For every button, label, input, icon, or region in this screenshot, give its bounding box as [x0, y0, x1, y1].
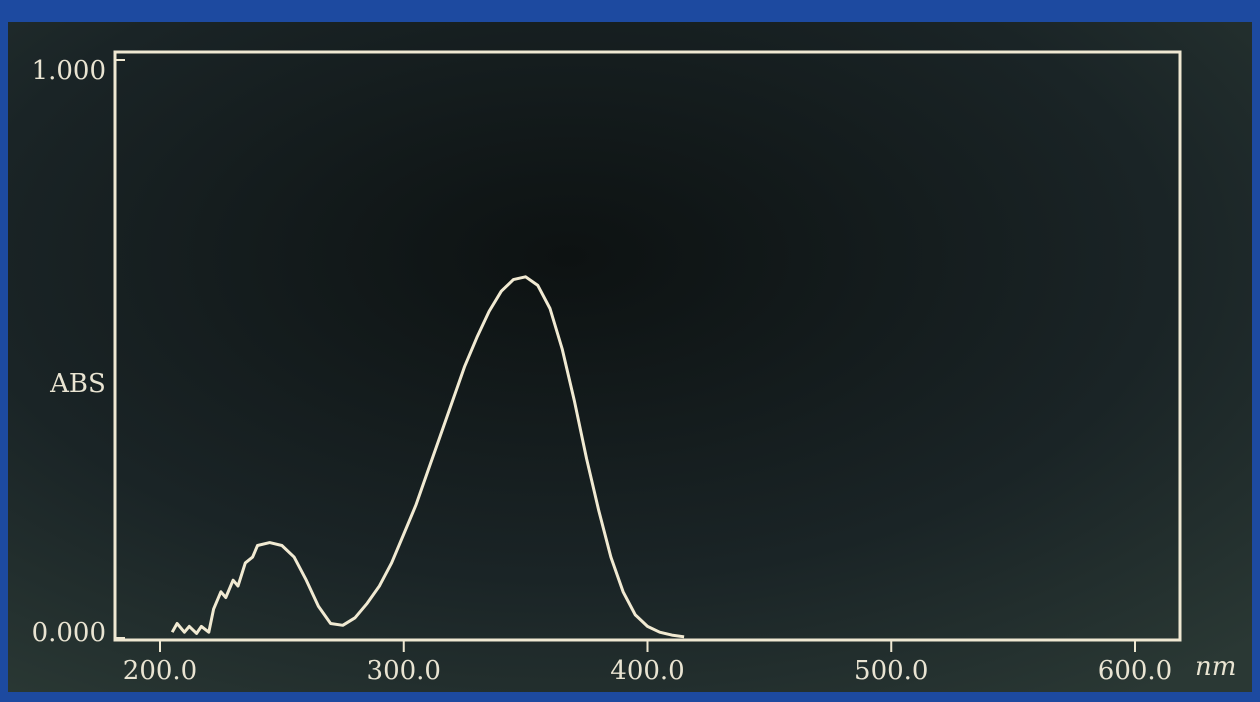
- x-tick-label: 200.0: [123, 656, 197, 686]
- x-tick-label: 500.0: [854, 656, 928, 686]
- x-axis-label: nm: [1195, 652, 1236, 682]
- y-axis-label: ABS: [49, 369, 106, 399]
- chart: ABS nm 0.000 1.000 200.0 300.0 400.0 500.0 600…: [0, 0, 1260, 702]
- y-tick-label: 1.000: [32, 56, 106, 86]
- x-tick-label: 600.0: [1098, 656, 1172, 686]
- screen: [8, 22, 1252, 692]
- x-tick-label: 400.0: [610, 656, 684, 686]
- x-tick-label: 300.0: [367, 656, 441, 686]
- y-tick-label: 0.000: [32, 618, 106, 648]
